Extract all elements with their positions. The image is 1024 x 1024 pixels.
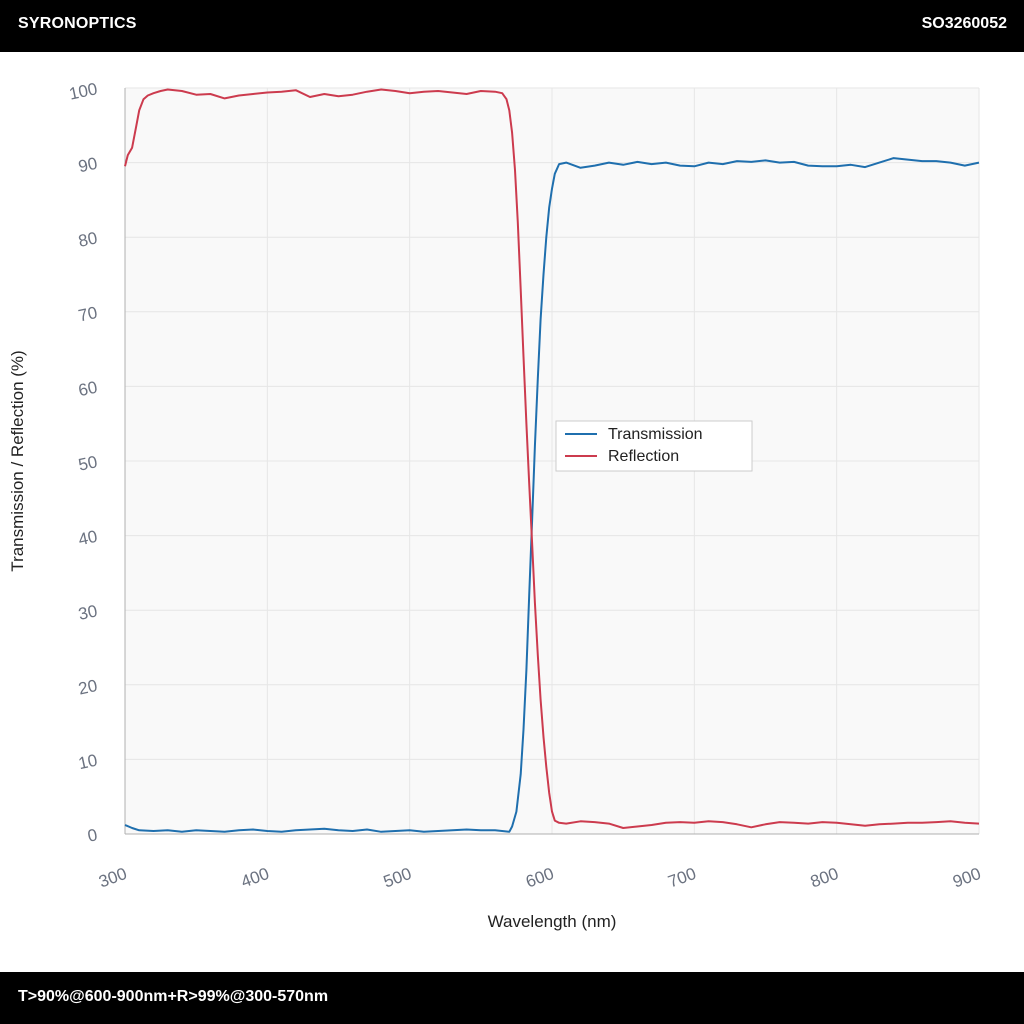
x-tick-label: 600 — [523, 864, 556, 892]
series-lines — [124, 88, 980, 833]
x-tick-label: 700 — [666, 864, 699, 892]
y-tick-label: 40 — [77, 527, 99, 550]
y-tick-label: 20 — [77, 676, 99, 699]
x-tick-label: 900 — [950, 864, 983, 892]
series-line-transmission — [124, 157, 980, 833]
x-tick-label: 300 — [96, 864, 129, 892]
axes — [124, 88, 979, 835]
x-tick-label: 500 — [381, 864, 414, 892]
series-line-reflection — [124, 88, 980, 829]
brand-name: SYRONOPTICS — [18, 15, 137, 32]
y-tick-label: 30 — [77, 601, 99, 624]
y-tick-labels: 0 10 20 30 40 50 60 70 80 90 100 — [67, 79, 99, 846]
y-tick-label: 80 — [77, 228, 99, 251]
gridlines — [124, 87, 980, 835]
y-tick-label: 10 — [77, 751, 99, 774]
y-axis-label: Transmission / Reflection (%) — [8, 350, 27, 571]
spec-text: T>90%@600-900nm+R>99%@300-570nm — [18, 988, 329, 1005]
y-tick-label: 100 — [67, 79, 99, 103]
legend: Transmission Reflection — [555, 420, 753, 472]
y-tick-label: 50 — [77, 452, 99, 475]
x-axis-label: Wavelength (nm) — [488, 912, 617, 931]
y-tick-label: 60 — [77, 378, 99, 401]
product-code: SO3260052 — [921, 15, 1007, 32]
spectrum-chart: 0 10 20 30 40 50 60 70 80 90 100 300 400 500 600 700 80… — [8, 79, 983, 931]
x-tick-labels: 300 400 500 600 700 800 900 — [96, 864, 983, 892]
legend-box — [555, 420, 753, 472]
header-bar: SYRONOPTICS SO3260052 — [0, 0, 1024, 52]
legend-label-reflection: Reflection — [608, 448, 679, 465]
y-tick-label: 70 — [77, 303, 99, 326]
x-tick-label: 800 — [808, 864, 841, 892]
x-tick-label: 400 — [239, 864, 272, 892]
legend-label-transmission: Transmission — [608, 426, 703, 443]
y-tick-label: 90 — [77, 154, 99, 177]
y-tick-label: 0 — [86, 825, 99, 846]
footer-bar: T>90%@600-900nm+R>99%@300-570nm — [0, 972, 1024, 1024]
